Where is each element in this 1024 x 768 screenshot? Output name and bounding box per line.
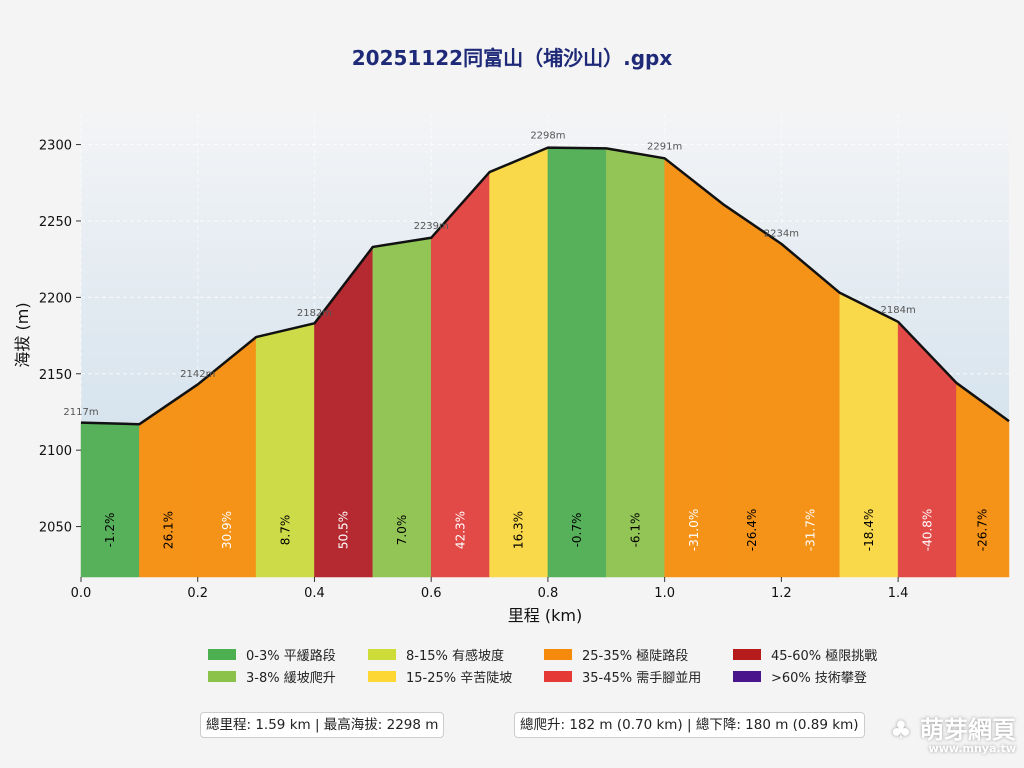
legend-label: 25-35% 極陡路段 [582,648,689,664]
grade-label: -26.4% [745,509,759,551]
grade-label: -31.0% [687,509,701,551]
x-tick-label: 0.2 [187,586,208,601]
watermark-name: 萌芽網頁 [920,716,1016,744]
legend-swatch [733,670,761,682]
x-tick-label: 1.4 [888,586,909,601]
elevation-point-label: 2291m [647,141,682,152]
legend: 0-3% 平緩路段 8-15% 有感坡度 25-35% 極陡路段 45-60% 極限挑… [208,646,893,686]
legend-swatch [368,648,396,660]
y-axis-label: 海拔 (m) [13,302,32,367]
x-tick-label: 0.4 [304,586,325,601]
grade-label: 7.0% [395,515,409,546]
grade-label: 50.5% [337,511,351,549]
legend-label: 3-8% 緩坡爬升 [246,670,336,686]
elevation-point-label: 2184m [881,305,916,316]
grade-label: 16.3% [512,511,526,549]
grade-label: -40.8% [920,509,934,551]
legend-swatch [544,648,572,660]
legend-item: >60% 技術攀登 [733,668,893,686]
grade-label: -18.4% [862,509,876,551]
elevation-point-label: 2234m [764,228,799,239]
grade-label: 42.3% [453,511,467,549]
legend-label: 15-25% 辛苦陡坡 [406,670,513,686]
watermark: ♣ 萌芽網頁 www.mnya.tw [890,718,1016,755]
grade-label: 8.7% [278,515,292,546]
chart-title: 20251122同富山（埔沙山）.gpx [351,46,673,70]
grade-label: -1.2% [103,513,117,548]
legend-swatch [733,648,761,660]
legend-swatch [544,670,572,682]
legend-swatch [208,648,236,660]
watermark-logo-icon: ♣ [890,716,912,744]
legend-item: 0-3% 平緩路段 [208,646,368,664]
legend-label: 0-3% 平緩路段 [246,648,336,664]
elevation-point-label: 2117m [63,407,98,418]
elevation-point-label: 2182m [297,308,332,319]
x-tick-label: 0.8 [538,586,559,601]
grade-label: -6.1% [628,513,642,548]
y-tick-label: 2200 [39,291,72,306]
elevation-line [80,146,1010,426]
elevation-point-label: 2298m [530,131,565,142]
x-tick-label: 0.0 [71,586,92,601]
legend-item: 3-8% 緩坡爬升 [208,668,368,686]
grade-label: -31.7% [804,509,818,551]
watermark-url: www.mnya.tw [928,742,1016,755]
stats-ascent-descent: 總爬升: 182 m (0.70 km) | 總下降: 180 m (0.89 … [514,712,865,738]
legend-item: 35-45% 需手腳並用 [544,668,733,686]
grade-label: 30.9% [220,511,234,549]
legend-label: 45-60% 極限挑戰 [771,648,878,664]
elevation-chart: 2050 2100 2150 2200 2250 2300 0.0 0.2 0.4 0.6 0.8 1… [13,114,1010,625]
elevation-point-label: 2142m [180,369,215,380]
legend-swatch [208,670,236,682]
legend-swatch [368,670,396,682]
grade-label: -26.7% [976,509,990,551]
grade-segment [80,422,140,578]
x-tick-label: 1.0 [654,586,675,601]
legend-label: 35-45% 需手腳並用 [582,670,702,686]
y-tick-label: 2250 [39,215,72,230]
legend-item: 45-60% 極限挑戰 [733,646,893,664]
x-tick-label: 0.6 [421,586,442,601]
y-tick-label: 2300 [39,139,72,154]
stats-distance-max: 總里程: 1.59 km | 最高海拔: 2298 m [200,712,445,738]
legend-item: 15-25% 辛苦陡坡 [368,668,544,686]
legend-label: >60% 技術攀登 [771,670,867,686]
grade-label: 26.1% [162,511,176,549]
legend-item: 8-15% 有感坡度 [368,646,544,664]
legend-item: 25-35% 極陡路段 [544,646,733,664]
y-tick-label: 2100 [39,444,72,459]
x-axis-label: 里程 (km) [508,606,582,625]
grade-label: -0.7% [570,513,584,548]
legend-label: 8-15% 有感坡度 [406,648,504,664]
elevation-point-label: 2239m [414,221,449,232]
y-tick-label: 2050 [39,521,72,536]
y-tick-label: 2150 [39,368,72,383]
x-tick-label: 1.2 [771,586,792,601]
